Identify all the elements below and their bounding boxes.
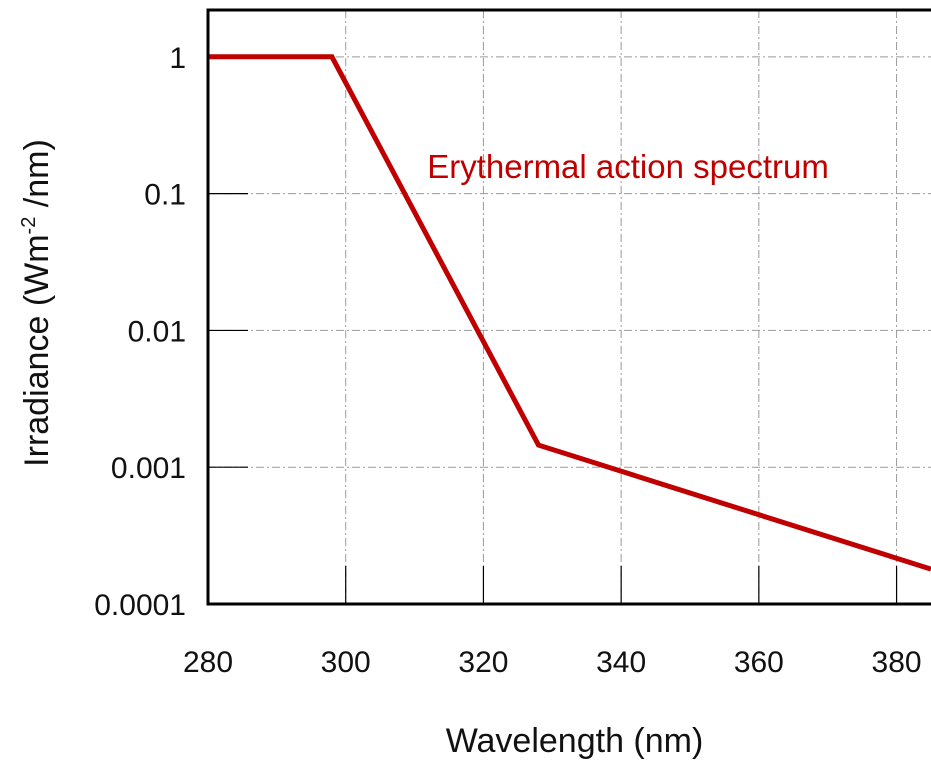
x-tick-label: 300 xyxy=(321,646,371,679)
y-tick-label: 0.001 xyxy=(111,452,186,485)
x-tick-label: 280 xyxy=(183,646,233,679)
x-tick-label: 380 xyxy=(872,646,922,679)
series-layer xyxy=(208,54,931,572)
y-axis-title-unit: /nm) xyxy=(18,139,56,216)
plot-frame xyxy=(206,8,931,606)
y-axis-title-superscript: -2 xyxy=(18,217,40,235)
grid xyxy=(208,10,931,604)
y-tick-label: 0.1 xyxy=(144,179,186,212)
series-line xyxy=(208,54,931,572)
y-tick-label: 1 xyxy=(169,42,186,75)
y-axis-title: Irradiance (Wm-2 /nm) xyxy=(18,139,56,467)
x-axis-title: Wavelength (nm) xyxy=(446,722,704,760)
y-tick-labels: 0.0001 0.001 0.01 0.1 1 xyxy=(94,42,186,622)
x-tick-label: 360 xyxy=(734,646,784,679)
x-tick-label: 320 xyxy=(458,646,508,679)
y-tick-label: 0.01 xyxy=(128,315,186,348)
series-annotation: Erythermal action spectrum xyxy=(427,148,829,185)
y-tick-label: 0.0001 xyxy=(94,589,186,622)
y-axis-title-main: Irradiance (Wm xyxy=(18,234,56,466)
x-tick-labels: 280 300 320 340 360 380 xyxy=(183,646,922,679)
x-tick-label: 340 xyxy=(596,646,646,679)
